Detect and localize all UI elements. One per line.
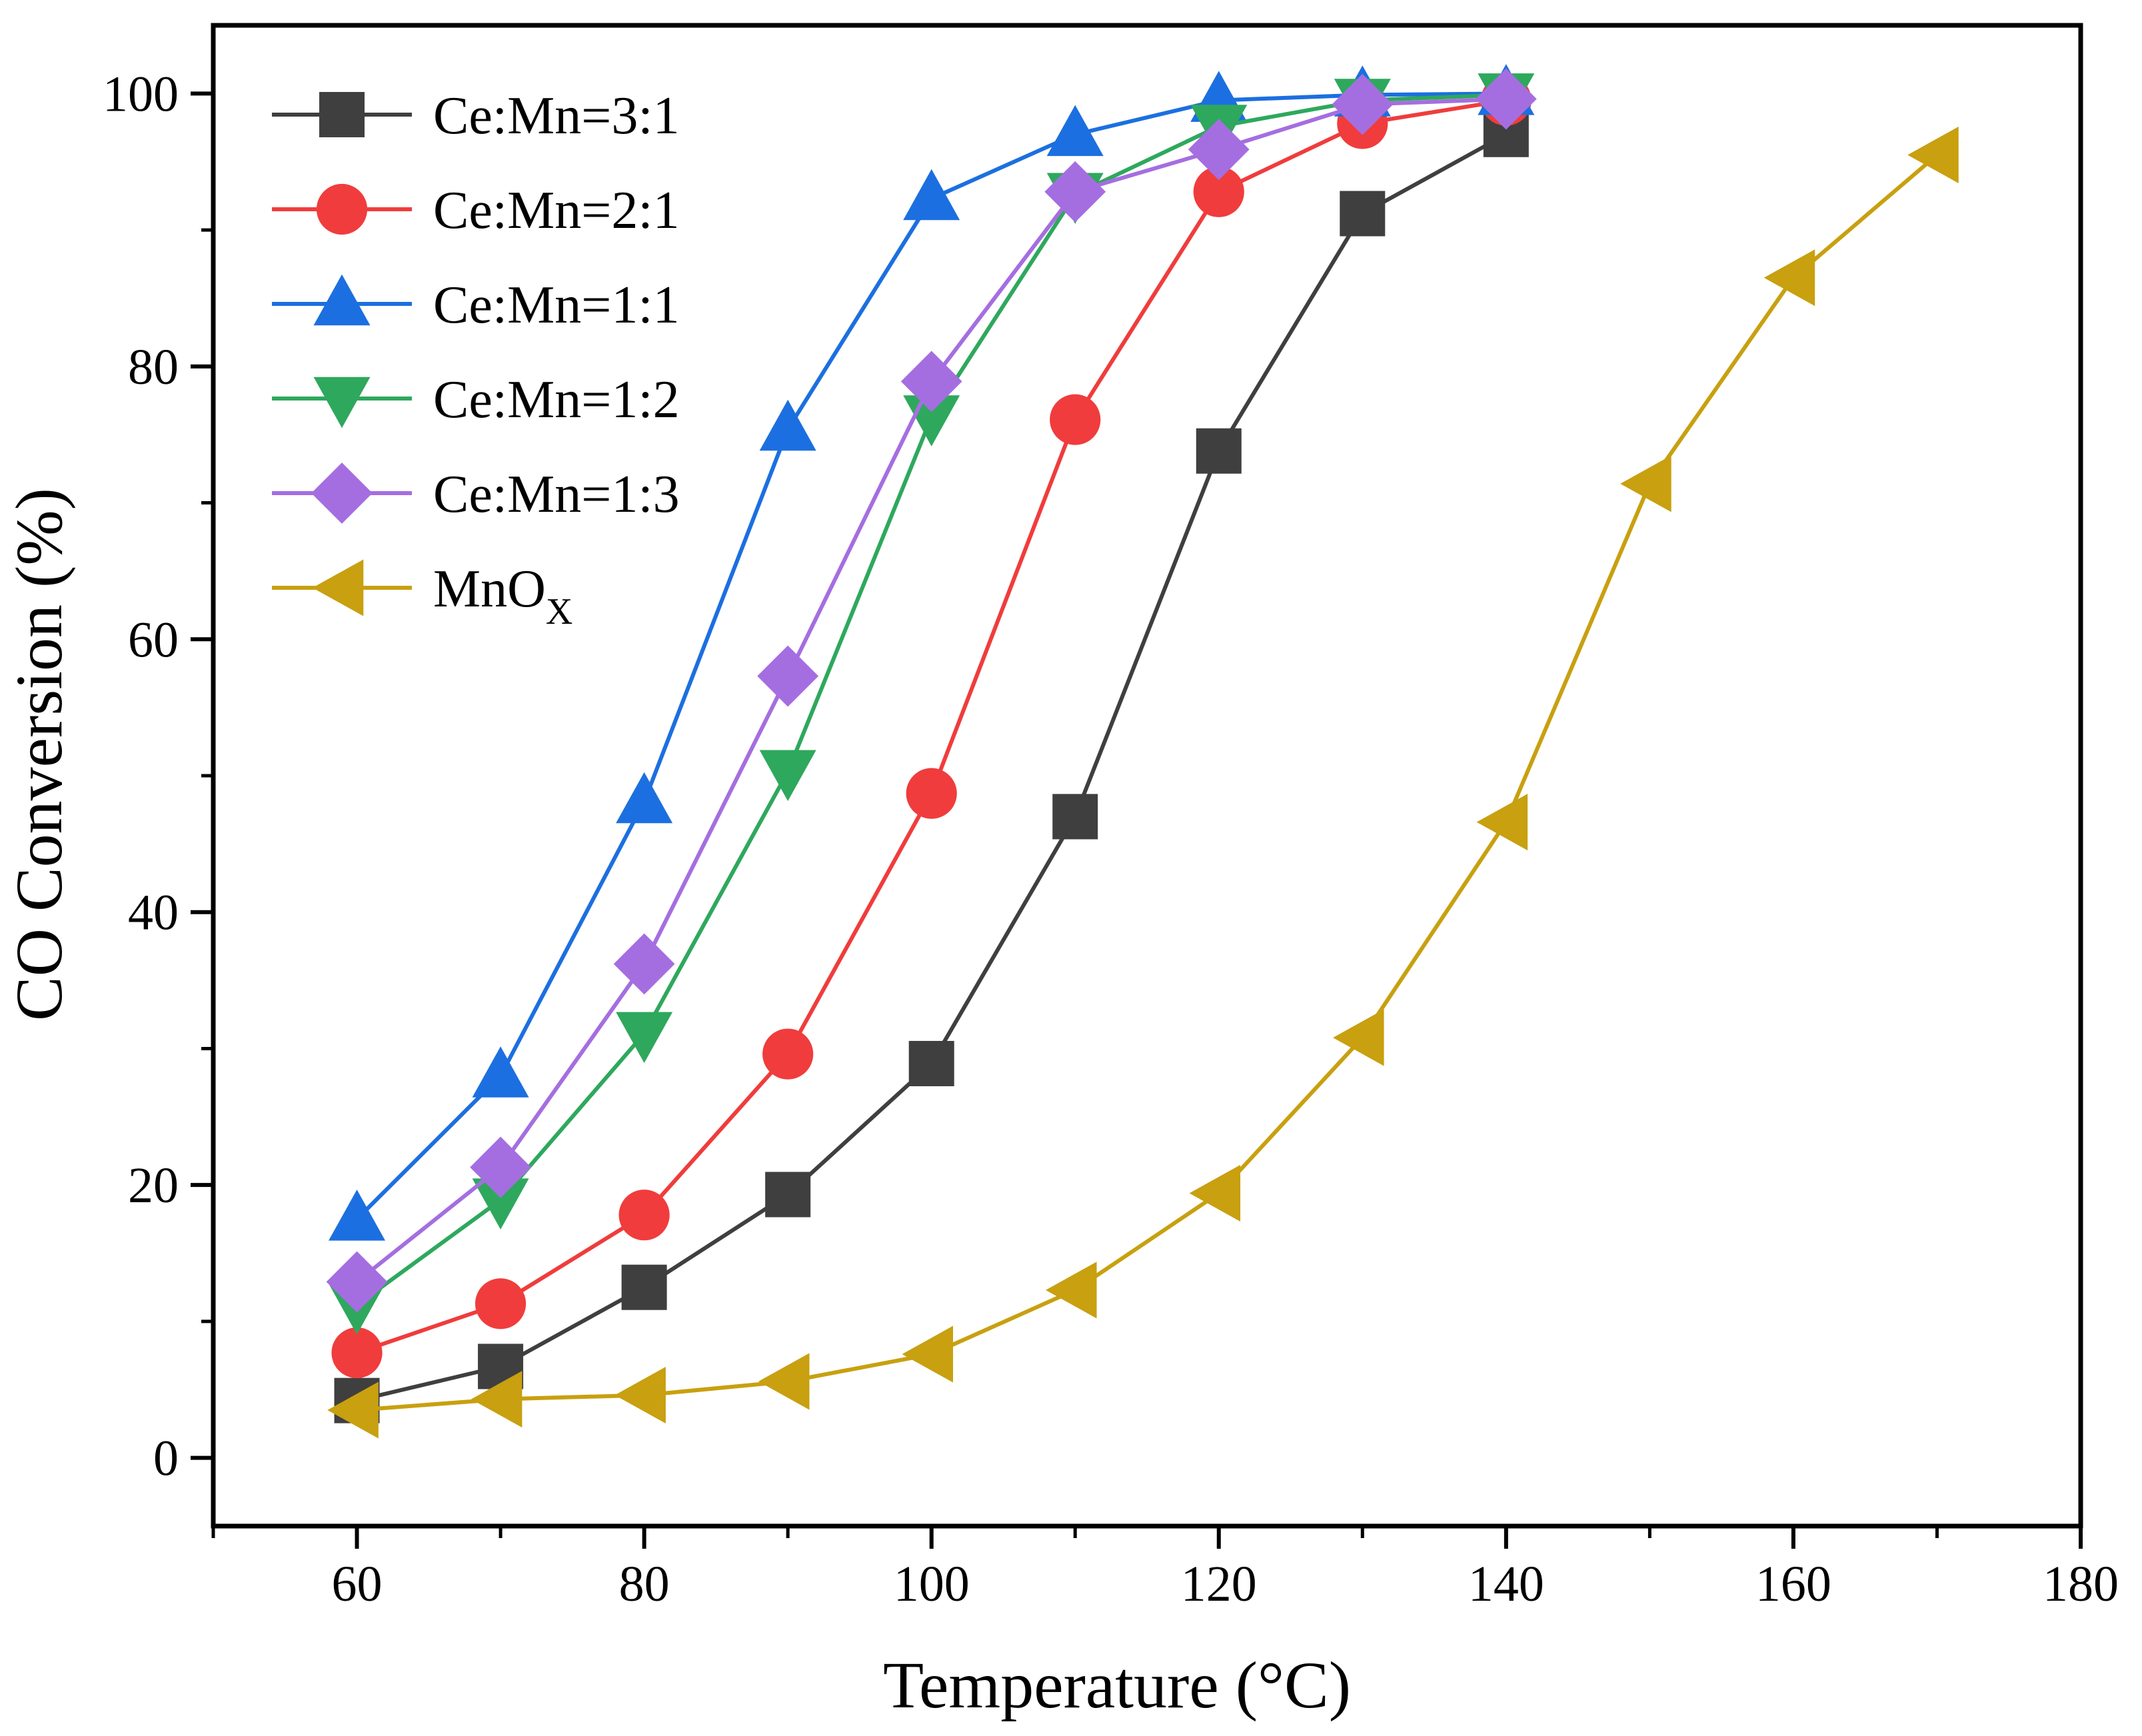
legend-marker [313, 377, 371, 429]
data-point [1332, 73, 1394, 135]
legend-marker [316, 183, 368, 235]
y-axis-title: CO Conversion (%) [2, 488, 76, 1021]
data-point [1046, 1262, 1097, 1319]
x-tick-label: 160 [1755, 1556, 1831, 1612]
data-point [616, 1012, 673, 1064]
data-point [616, 772, 673, 824]
data-point [903, 169, 960, 221]
x-tick-label: 80 [619, 1556, 670, 1612]
y-tick-label: 60 [128, 612, 179, 668]
data-point [613, 933, 675, 995]
legend-label: Ce:Mn=2:1 [433, 181, 680, 240]
data-point [621, 1264, 667, 1310]
y-tick-label: 80 [128, 339, 179, 395]
data-point [902, 1325, 953, 1383]
legend-item: Ce:Mn=1:2 [272, 371, 680, 429]
data-point [1196, 428, 1242, 474]
legend-marker [313, 274, 371, 326]
data-point [900, 351, 962, 413]
data-point [470, 1136, 531, 1198]
y-tick-label: 100 [103, 66, 179, 122]
data-point [759, 399, 816, 451]
data-point [1476, 794, 1528, 851]
series-4 [326, 68, 1537, 1313]
legend-item: Ce:Mn=1:3 [272, 462, 680, 524]
legend-item: Ce:Mn=1:1 [272, 274, 680, 335]
legend-label: Ce:Mn=3:1 [433, 87, 680, 145]
y-tick-label: 0 [153, 1431, 179, 1487]
data-point [472, 1046, 529, 1098]
data-point [758, 1353, 810, 1410]
data-point [1189, 1164, 1241, 1222]
legend-marker [312, 559, 364, 616]
x-tick-label: 100 [894, 1556, 970, 1612]
series-layer [326, 64, 1959, 1439]
x-axis-title: Temperature (°C) [883, 1648, 1351, 1722]
y-tick-label: 20 [128, 1158, 179, 1214]
series-5 [327, 126, 1959, 1439]
legend-label: Ce:Mn=1:1 [433, 276, 680, 335]
legend-marker [311, 462, 373, 524]
data-point [1340, 191, 1386, 237]
legend-label-base: MnO [433, 560, 546, 618]
legend-label-subscript: X [546, 591, 572, 632]
data-point [765, 1172, 811, 1218]
data-point [329, 1190, 386, 1241]
legend: Ce:Mn=3:1 Ce:Mn=2:1 Ce:Mn=1:1 Ce:Mn=1:2 Ce:M… [272, 87, 680, 632]
data-point [1052, 794, 1098, 840]
legend-item: MnOX [272, 559, 572, 632]
data-point [614, 1366, 666, 1423]
data-point [1763, 249, 1815, 307]
data-point [1333, 1009, 1384, 1066]
data-point [327, 1381, 379, 1439]
x-tick-label: 120 [1181, 1556, 1257, 1612]
data-point [1050, 394, 1101, 445]
legend-item: Ce:Mn=2:1 [272, 181, 680, 240]
data-point [762, 1028, 814, 1080]
legend-label: Ce:Mn=1:3 [433, 465, 680, 524]
x-tick-label: 60 [332, 1556, 383, 1612]
legend-marker [319, 92, 365, 137]
x-tick-label: 180 [2043, 1556, 2119, 1612]
data-point [471, 1371, 523, 1428]
data-point [326, 1251, 388, 1313]
data-point [759, 750, 816, 802]
data-point [908, 1040, 954, 1086]
axes: 60 80 100 120 140 160 180 0 20 40 60 80 100 [103, 23, 2119, 1612]
y-tick-label: 40 [128, 885, 179, 941]
data-point [1907, 126, 1959, 183]
data-point [1046, 105, 1104, 157]
data-point [1188, 119, 1250, 181]
legend-label: MnOX [433, 560, 572, 632]
data-point [472, 1178, 529, 1230]
data-point [1620, 455, 1671, 512]
legend-item: Ce:Mn=3:1 [272, 87, 680, 145]
legend-label: Ce:Mn=1:2 [433, 371, 680, 429]
data-point [618, 1190, 670, 1241]
data-point [906, 768, 957, 819]
data-point [475, 1278, 527, 1329]
data-point [1475, 68, 1537, 130]
data-point [1044, 161, 1106, 223]
x-tick-label: 140 [1468, 1556, 1544, 1612]
data-point [757, 645, 819, 707]
data-point [331, 1327, 383, 1379]
data-point [1193, 166, 1244, 217]
